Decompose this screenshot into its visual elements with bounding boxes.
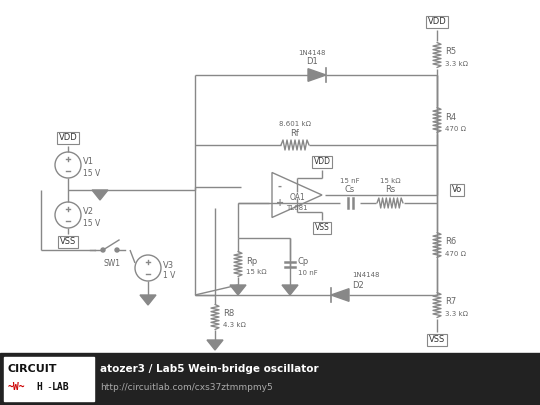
Text: 1N4148: 1N4148 bbox=[352, 272, 380, 278]
Text: VSS: VSS bbox=[60, 237, 76, 247]
Text: VDD: VDD bbox=[314, 158, 330, 166]
Text: R4: R4 bbox=[445, 113, 456, 121]
Text: V2: V2 bbox=[83, 207, 94, 217]
Text: VDD: VDD bbox=[59, 134, 77, 143]
Text: 15 kΩ: 15 kΩ bbox=[246, 269, 267, 275]
Text: 15 V: 15 V bbox=[83, 168, 100, 177]
Polygon shape bbox=[92, 190, 108, 200]
Text: Cp: Cp bbox=[298, 258, 309, 266]
Text: 15 kΩ: 15 kΩ bbox=[380, 178, 400, 184]
Text: -: - bbox=[46, 382, 52, 392]
Text: http://circuitlab.com/cxs37ztmmpmy5: http://circuitlab.com/cxs37ztmmpmy5 bbox=[100, 382, 273, 392]
Text: Rf: Rf bbox=[291, 130, 300, 139]
Text: 470 Ω: 470 Ω bbox=[445, 126, 466, 132]
Text: 8.601 kΩ: 8.601 kΩ bbox=[279, 121, 311, 127]
Text: ~W~: ~W~ bbox=[8, 382, 25, 392]
Text: VSS: VSS bbox=[429, 335, 445, 345]
Polygon shape bbox=[331, 289, 349, 301]
Text: 1 V: 1 V bbox=[163, 271, 176, 281]
Text: 3.3 kΩ: 3.3 kΩ bbox=[445, 311, 468, 317]
Text: 10 nF: 10 nF bbox=[298, 270, 318, 276]
Text: TL081: TL081 bbox=[286, 205, 308, 211]
Text: Cs: Cs bbox=[345, 185, 355, 194]
Text: 470 Ω: 470 Ω bbox=[445, 251, 466, 257]
Text: V1: V1 bbox=[83, 158, 94, 166]
Text: VDD: VDD bbox=[428, 17, 447, 26]
Text: 3.3 kΩ: 3.3 kΩ bbox=[445, 61, 468, 67]
Text: R7: R7 bbox=[445, 298, 456, 307]
Text: R6: R6 bbox=[445, 237, 456, 247]
Circle shape bbox=[115, 248, 119, 252]
Text: atozer3 / Lab5 Wein-bridge oscillator: atozer3 / Lab5 Wein-bridge oscillator bbox=[100, 364, 319, 374]
Text: 4.3 kΩ: 4.3 kΩ bbox=[223, 322, 246, 328]
Text: 15 V: 15 V bbox=[83, 219, 100, 228]
Text: R5: R5 bbox=[445, 47, 456, 57]
Polygon shape bbox=[207, 340, 223, 350]
Text: R8: R8 bbox=[223, 309, 234, 318]
Bar bbox=[4, 357, 94, 401]
Text: 15 nF: 15 nF bbox=[340, 178, 360, 184]
Text: D2: D2 bbox=[352, 281, 364, 290]
Text: D1: D1 bbox=[306, 58, 318, 66]
Text: H: H bbox=[36, 382, 42, 392]
Text: LAB: LAB bbox=[52, 382, 70, 392]
Text: OA1: OA1 bbox=[289, 194, 305, 202]
Text: -: - bbox=[278, 182, 282, 192]
Polygon shape bbox=[230, 285, 246, 295]
Text: SW1: SW1 bbox=[104, 260, 120, 269]
Text: 1N4148: 1N4148 bbox=[298, 50, 326, 56]
Polygon shape bbox=[282, 285, 298, 295]
Text: V3: V3 bbox=[163, 260, 174, 269]
Text: Vo: Vo bbox=[452, 185, 462, 194]
Polygon shape bbox=[308, 69, 326, 81]
Circle shape bbox=[101, 248, 105, 252]
Bar bbox=[0, 353, 540, 405]
Text: +: + bbox=[276, 198, 284, 208]
Text: Rp: Rp bbox=[246, 256, 257, 266]
Text: Rs: Rs bbox=[385, 185, 395, 194]
Text: CIRCUIT: CIRCUIT bbox=[8, 364, 57, 374]
Text: VSS: VSS bbox=[315, 224, 329, 232]
Polygon shape bbox=[140, 295, 156, 305]
